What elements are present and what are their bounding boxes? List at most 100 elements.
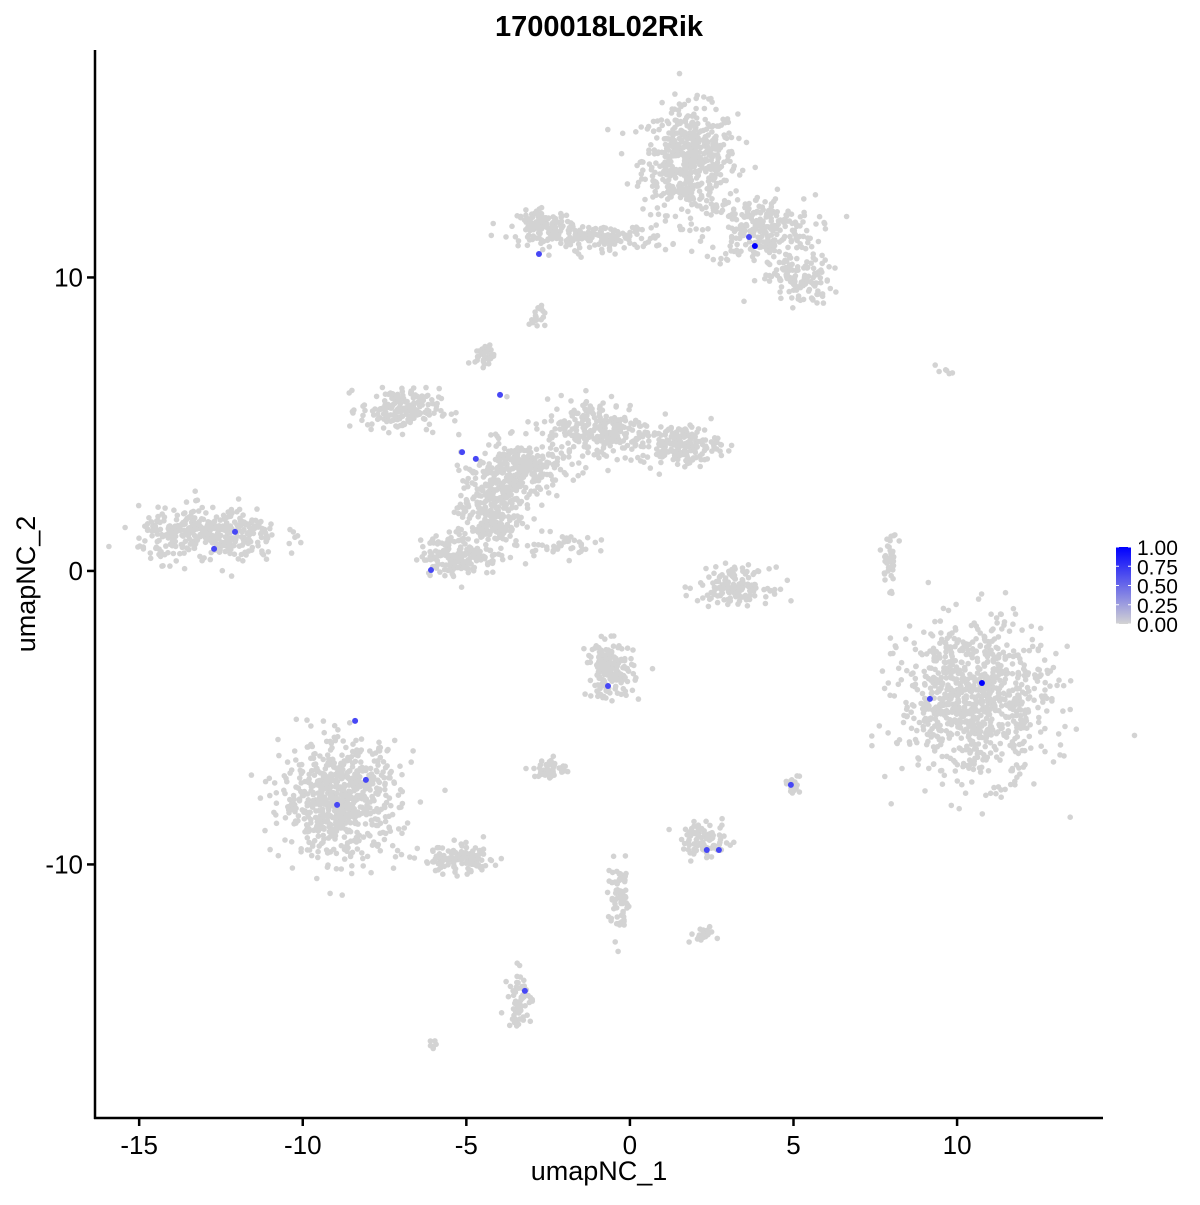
cell-point [920, 726, 927, 733]
cell-point [298, 788, 304, 795]
cell-point [961, 678, 968, 684]
cell-point [701, 137, 707, 144]
cell-point [726, 598, 733, 604]
cell-point [912, 646, 919, 653]
cell-point [287, 526, 293, 533]
cell-point [692, 139, 698, 146]
cell-point [546, 244, 553, 250]
cell-point [473, 557, 480, 564]
cell-point [442, 787, 448, 794]
cell-point [774, 231, 780, 238]
cell-point [882, 577, 888, 583]
cell-point [413, 557, 420, 563]
cell-point [882, 553, 888, 560]
cell-point [1037, 625, 1044, 632]
cell-point [147, 550, 154, 556]
cell-point [471, 564, 478, 571]
cell-point [592, 539, 599, 546]
cell-point [608, 633, 614, 639]
cell-point [598, 537, 605, 543]
cell-point [192, 533, 199, 540]
cell-point [941, 659, 948, 665]
cell-point [399, 771, 405, 778]
cell-point [718, 209, 724, 216]
cell-point [429, 397, 435, 403]
cell-point [548, 418, 555, 424]
cell-point [970, 759, 977, 765]
cell-point [544, 459, 550, 466]
cell-point [759, 204, 766, 210]
cell-point [465, 558, 472, 565]
cell-point [786, 288, 792, 295]
cell-point [923, 741, 930, 748]
cell-point [324, 850, 331, 856]
cell-point [610, 434, 616, 441]
cell-point [665, 426, 672, 433]
cell-point [404, 820, 411, 826]
cell-point [1049, 698, 1055, 704]
cell-point [714, 180, 720, 187]
cell-point [513, 461, 519, 468]
cell-point [497, 456, 503, 463]
cell-point [489, 510, 496, 516]
cell-point [999, 751, 1005, 757]
cell-point [400, 392, 406, 399]
cell-point [282, 837, 288, 843]
cell-point [677, 223, 683, 230]
cell-point [783, 258, 790, 265]
cell-point [248, 772, 255, 778]
cell-point [911, 640, 917, 646]
cell-point [962, 719, 968, 725]
cell-point [720, 141, 727, 148]
cell-point [1073, 726, 1080, 732]
cell-point [699, 233, 706, 240]
cell-point [399, 431, 406, 438]
cell-point [1019, 627, 1025, 633]
cell-point [988, 724, 995, 730]
cell-point [543, 544, 550, 550]
cell-point [716, 165, 723, 171]
cell-point [705, 603, 712, 610]
cell-point [288, 550, 295, 556]
cell-point [490, 569, 496, 575]
cell-point [539, 502, 545, 509]
cell-point [629, 427, 636, 433]
cell-point [1010, 605, 1017, 612]
cell-point [963, 726, 969, 733]
cell-point [578, 420, 585, 427]
cell-point [344, 848, 350, 855]
cell-point [401, 825, 408, 831]
cell-point [375, 407, 382, 414]
cell-point [395, 792, 402, 798]
cell-point [271, 809, 277, 816]
cell-point [750, 249, 757, 255]
cell-point [500, 489, 506, 496]
cell-point [664, 118, 670, 124]
cell-point [932, 618, 938, 625]
cell-point [791, 229, 797, 236]
cell-point [609, 678, 615, 684]
cell-point [945, 709, 952, 716]
cell-point [675, 446, 682, 452]
cell-point [731, 564, 738, 570]
cell-point [360, 863, 367, 869]
cell-point [738, 222, 745, 228]
cell-point [635, 419, 642, 426]
cell-point [786, 218, 793, 224]
cell-point [693, 105, 699, 112]
cell-point [284, 759, 291, 765]
cell-point [333, 866, 340, 872]
cell-point [740, 580, 746, 586]
cell-point [713, 106, 719, 113]
cell-point [304, 826, 310, 833]
cell-point [672, 124, 678, 131]
cell-point [954, 730, 961, 737]
cell-point [695, 426, 702, 432]
cell-point [227, 513, 234, 520]
cell-point [742, 241, 749, 248]
cell-point [495, 477, 501, 484]
cell-point [480, 834, 487, 840]
cell-point [717, 261, 723, 267]
cell-point [288, 801, 295, 807]
cell-point [925, 579, 932, 586]
